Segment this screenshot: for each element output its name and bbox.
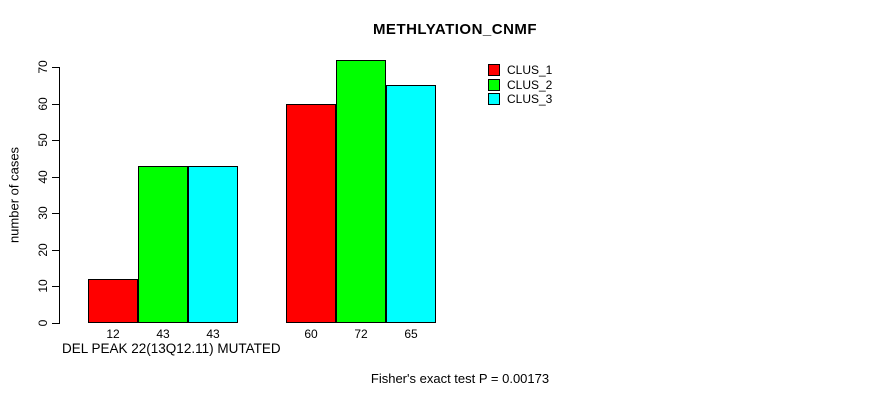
y-tick-label: 50 [36,133,50,147]
bar-clus_3-group-1 [188,165,238,323]
legend-item: CLUS_2 [488,78,552,93]
stats-footer: Fisher's exact test P = 0.00173 [370,371,550,386]
y-tick-label: 70 [36,60,50,74]
legend-label: CLUS_1 [507,63,553,78]
y-tick [52,67,59,68]
bar-value-label: 72 [354,327,368,341]
bar-clus_2-group-1 [138,165,188,323]
legend-label: CLUS_3 [507,92,553,107]
chart-title: METHLYATION_CNMF [372,21,538,38]
bar-clus_2-group-2 [336,59,386,323]
y-axis-label: number of cases [6,146,22,244]
y-tick [52,323,59,324]
y-tick-label: 60 [36,96,50,111]
x-axis-label: DEL PEAK 22(13Q12.11) MUTATED [62,341,281,356]
legend-label: CLUS_2 [507,77,553,92]
legend-item: CLUS_1 [488,63,552,78]
bar-value-label: 43 [206,327,220,341]
legend-swatch-clus-3 [488,93,500,106]
bar-clus_1-group-2 [286,103,336,323]
legend-swatch-clus-1 [488,64,500,77]
bar-clus_3-group-2 [386,85,436,323]
y-tick-label: 0 [36,319,50,327]
legend-item: CLUS_3 [488,92,552,107]
y-tick [52,140,59,142]
bar-value-label: 60 [304,327,318,341]
y-tick-label: 30 [36,206,50,220]
y-tick-label: 20 [36,243,50,257]
y-tick [52,176,59,178]
bar-clus_1-group-1 [88,279,138,323]
bar-value-label: 12 [106,327,120,341]
y-tick-label: 10 [36,279,50,294]
legend-swatch-clus-2 [488,78,500,91]
y-tick [52,103,59,105]
y-tick [52,213,59,215]
legend: CLUS_1 CLUS_2 CLUS_3 [488,63,552,107]
y-tick [52,249,59,251]
bar-value-label: 65 [404,327,418,341]
y-axis-line [59,67,60,324]
bar-value-label: 43 [156,327,170,341]
y-tick-label: 40 [36,170,50,184]
y-tick [52,286,59,288]
